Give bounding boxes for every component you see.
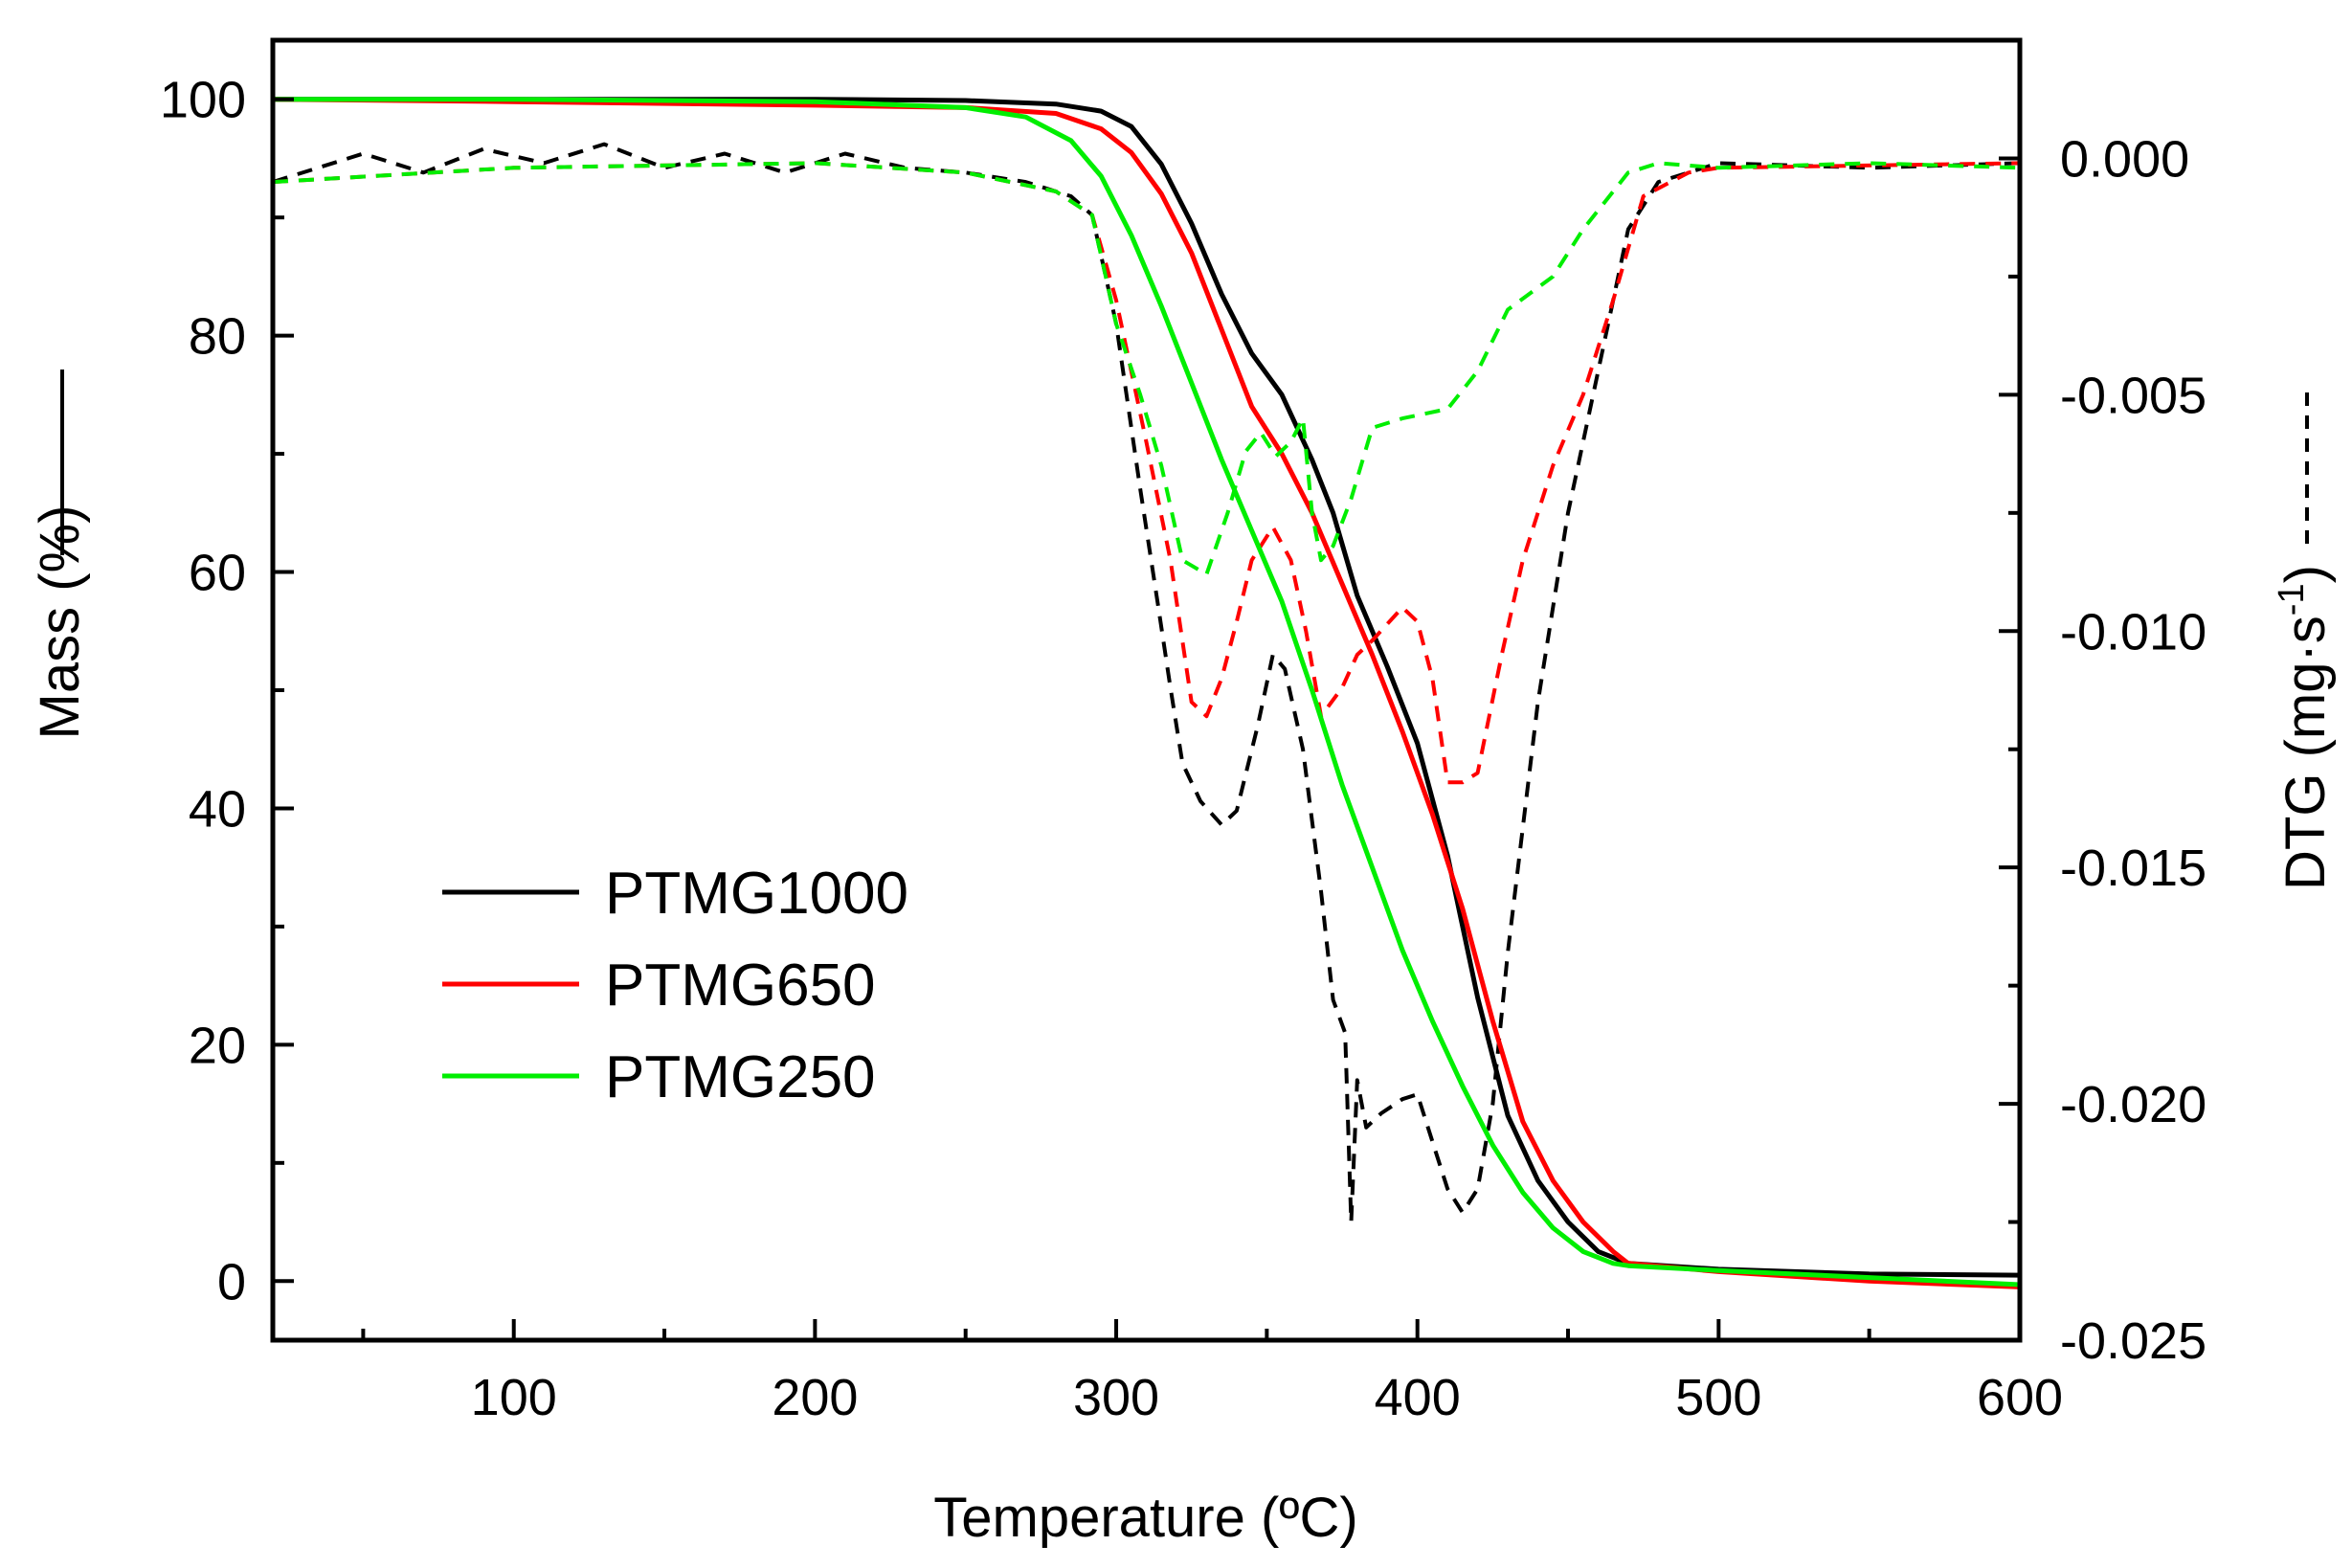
ticks-layer: 100 200 300 400 500 600 0 20 40 60 80 100 0.000 -0.00… <box>160 72 2206 1426</box>
dtg-line-ptmg650 <box>273 161 2020 785</box>
series-layer <box>273 97 2020 1289</box>
y-left-tick-label: 20 <box>189 1017 246 1074</box>
dtg-line-ptmg250 <box>273 161 2020 576</box>
legend: PTMG1000 PTMG650 PTMG250 <box>442 861 908 1110</box>
y-right-tick-label: -0.025 <box>2060 1312 2206 1370</box>
y-left-axis-title: Mass (%) <box>29 505 91 740</box>
x-tick-label: 400 <box>1375 1369 1461 1426</box>
x-tick-label: 100 <box>471 1369 557 1426</box>
y-right-axis-title: DTG (mg·s-1) <box>2272 565 2337 890</box>
y-right-axis-title-end: ) <box>2274 565 2337 583</box>
x-tick-label: 600 <box>1977 1369 2063 1426</box>
mass-line-ptmg1000 <box>273 97 2020 1278</box>
y-right-axis-title-sup: -1 <box>2272 583 2312 616</box>
legend-label-ptmg650: PTMG650 <box>605 952 876 1019</box>
y-right-tick-label: -0.010 <box>2060 603 2206 661</box>
legend-label-ptmg1000: PTMG1000 <box>605 861 908 927</box>
x-axis-title: Temperature (ºC) <box>933 1487 1357 1549</box>
plot-frame <box>270 37 2023 1343</box>
dtg-line-ptmg1000 <box>273 142 2020 1224</box>
y-right-tick-label: -0.020 <box>2060 1076 2206 1133</box>
x-tick-label: 500 <box>1675 1369 1761 1426</box>
mass-line-ptmg250 <box>273 97 2020 1288</box>
mass-line-ptmg650 <box>273 97 2020 1289</box>
y-right-tick-label: -0.015 <box>2060 840 2206 897</box>
y-left-tick-label: 100 <box>160 72 246 129</box>
y-right-tick-label: -0.005 <box>2060 367 2206 424</box>
y-right-axis-title-main: DTG (mg·s <box>2274 616 2337 890</box>
x-tick-label: 300 <box>1073 1369 1159 1426</box>
y-left-tick-label: 80 <box>189 308 246 366</box>
y-right-tick-label: 0.000 <box>2060 130 2189 188</box>
y-left-tick-label: 40 <box>189 780 246 838</box>
y-left-tick-label: 0 <box>217 1253 246 1310</box>
x-tick-label: 200 <box>772 1369 858 1426</box>
legend-label-ptmg250: PTMG250 <box>605 1044 876 1110</box>
y-left-tick-label: 60 <box>189 545 246 602</box>
